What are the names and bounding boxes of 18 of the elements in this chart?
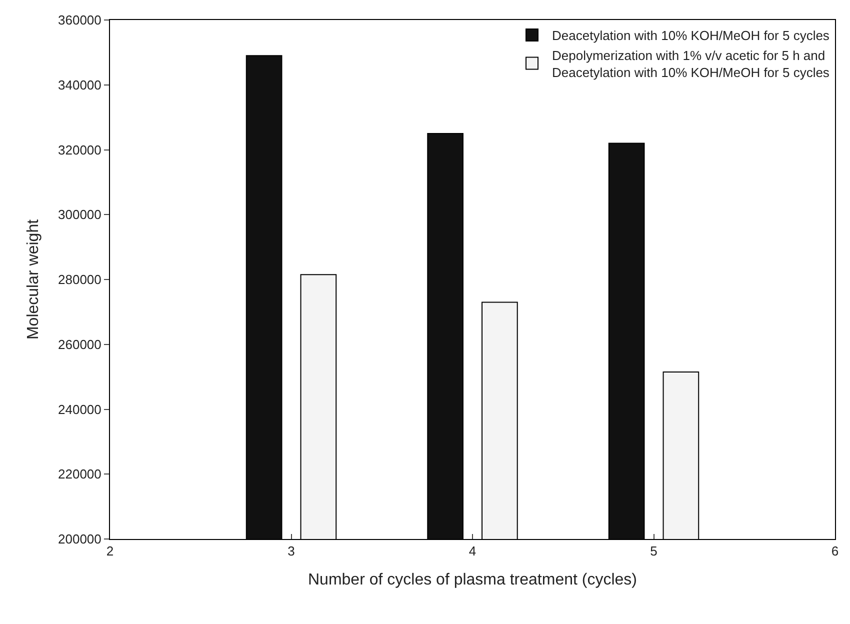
x-tick-label: 2	[106, 544, 114, 559]
y-tick-label: 200000	[58, 532, 102, 547]
x-tick-label: 4	[468, 544, 476, 559]
x-tick-label: 6	[831, 544, 839, 559]
y-tick-label: 240000	[58, 402, 102, 417]
y-tick-label: 220000	[58, 466, 102, 482]
x-tick-label: 3	[288, 544, 295, 559]
x-tick-label: 5	[650, 544, 658, 559]
legend-label: Deacetylation with 10% KOH/MeOH for 5 cycles	[552, 28, 830, 44]
y-tick-label: 280000	[58, 272, 102, 288]
y-tick-label: 340000	[58, 77, 102, 92]
y-tick-label: 260000	[58, 336, 102, 352]
y-tick-label: 320000	[58, 142, 102, 158]
x-axis-title: Number of cycles of plasma treatment (cycles)	[308, 571, 637, 588]
legend-label: Depolymerization with 1% v/v acetic for 5 h and Deacetylation with 10% KOH/MeOH for 5 cycles	[552, 48, 830, 80]
y-axis-title: Molecular weight	[24, 218, 42, 340]
y-tick-label: 360000	[58, 12, 102, 28]
y-tick-label: 300000	[58, 207, 102, 222]
